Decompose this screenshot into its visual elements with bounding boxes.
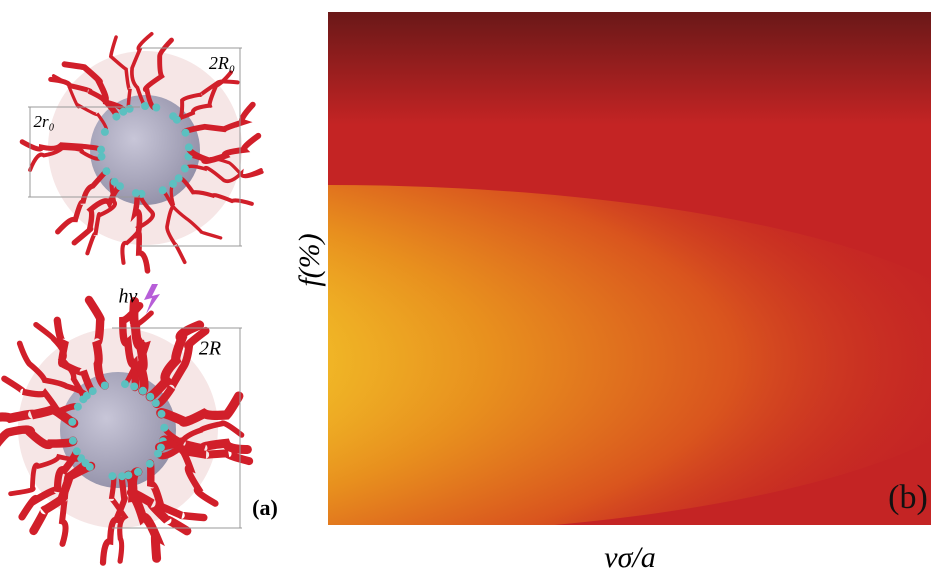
- anchor: [141, 102, 149, 110]
- panel-label: (b): [888, 479, 928, 516]
- x-axis-label: νσ/a: [604, 541, 655, 574]
- anchor: [169, 180, 177, 188]
- anchor: [146, 393, 154, 401]
- anchor: [173, 116, 181, 124]
- anchor: [132, 189, 140, 197]
- anchor: [102, 167, 110, 175]
- anchor: [139, 387, 147, 395]
- anchor: [126, 105, 134, 113]
- dimension-label: 2r₀: [33, 112, 54, 131]
- anchor: [160, 424, 168, 432]
- anchor: [152, 104, 160, 112]
- anchor: [154, 450, 162, 458]
- anchor: [130, 383, 138, 391]
- anchor: [181, 165, 189, 173]
- anchor: [134, 468, 142, 476]
- anchor: [159, 186, 167, 194]
- anchor: [97, 146, 105, 154]
- anchor: [175, 174, 183, 182]
- anchor: [158, 410, 166, 418]
- anchor: [98, 153, 106, 161]
- anchor: [101, 382, 109, 390]
- anchor: [101, 128, 109, 136]
- polymer-chain: [160, 442, 248, 450]
- dimension-label: 2R: [199, 338, 221, 360]
- anchor: [152, 399, 160, 407]
- anchor: [112, 113, 120, 121]
- anchor: [89, 387, 97, 395]
- figure: f(%) νσ/a (b) 2R₀ 2r₀ hν 2R (a): [0, 0, 931, 575]
- dimension-label: 2R₀: [209, 53, 235, 73]
- y-axis-label: f(%): [293, 233, 326, 286]
- anchor: [118, 472, 126, 480]
- panel-label: (a): [252, 495, 278, 520]
- anchor: [74, 403, 82, 411]
- anchor: [182, 129, 190, 137]
- lightning-icon: [144, 284, 160, 314]
- light-label: hν: [119, 286, 138, 308]
- anchor: [146, 460, 154, 468]
- anchor: [68, 418, 76, 426]
- anchor: [69, 437, 77, 445]
- anchor: [185, 143, 193, 151]
- anchor: [108, 472, 116, 480]
- anchor: [111, 178, 119, 186]
- anchor: [73, 447, 81, 455]
- anchor: [121, 380, 129, 388]
